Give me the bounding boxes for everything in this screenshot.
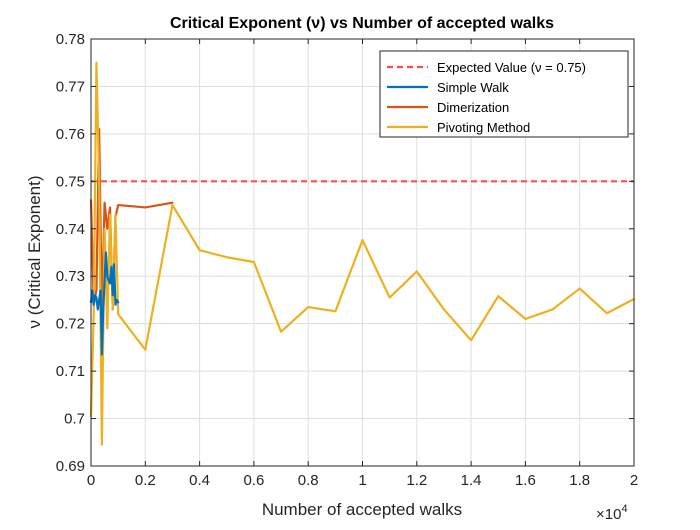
x-tick-label: 1.8	[569, 472, 590, 489]
y-tick-label: 0.71	[56, 363, 85, 380]
legend-label-pivoting-method: Pivoting Method	[437, 120, 530, 135]
x-tick-label: 2	[630, 472, 638, 489]
y-tick-label: 0.76	[56, 126, 85, 143]
legend-entries: Expected Value (ν = 0.75) Simple Walk Dime…	[387, 60, 586, 135]
x-tick-label: 0.6	[243, 472, 264, 489]
series-line-pivoting-method	[89, 61, 636, 446]
x-tick-label: 1.2	[406, 472, 427, 489]
x-axis-label: Number of accepted walks	[262, 500, 462, 519]
y-tick-label: 0.7	[64, 411, 85, 428]
ticks: 0 0.2 0.4 0.6 0.8 1 1.2 1.4 1.6 1.8 2 0.69 0.7 0.71 0.…	[56, 31, 638, 489]
legend-label-simple-walk: Simple Walk	[437, 80, 509, 95]
x-tick-label: 1.6	[515, 472, 536, 489]
legend-label-expected-value-0-75: Expected Value (ν = 0.75)	[437, 60, 586, 75]
x-axis-exponent-base: ×10	[596, 506, 621, 523]
legend: Expected Value (ν = 0.75) Simple Walk Dime…	[379, 50, 629, 138]
y-tick-label: 0.77	[56, 78, 85, 95]
y-tick-label: 0.75	[56, 173, 85, 190]
x-tick-label: 1.4	[461, 472, 482, 489]
legend-label-dimerization: Dimerization	[437, 100, 509, 115]
chart-title: Critical Exponent (ν) vs Number of accep…	[170, 15, 554, 32]
x-tick-label: 0	[87, 472, 95, 489]
legend-box	[379, 50, 629, 138]
x-tick-label: 1	[358, 472, 366, 489]
y-tick-label: 0.72	[56, 316, 85, 333]
x-tick-label: 0.8	[298, 472, 319, 489]
y-axis-label: ν (Critical Exponent)	[25, 175, 44, 328]
series-line-simple-walk	[89, 251, 120, 356]
y-tick-label: 0.74	[56, 221, 85, 238]
y-tick-label: 0.78	[56, 31, 85, 48]
x-axis-exponent: ×104	[596, 503, 628, 523]
y-tick-label: 0.73	[56, 268, 85, 285]
x-axis-exponent-power: 4	[621, 503, 627, 515]
x-tick-label: 0.4	[189, 472, 210, 489]
x-tick-label: 0.2	[135, 472, 156, 489]
series-layer	[89, 61, 636, 446]
y-tick-label: 0.69	[56, 458, 85, 475]
series-line-dimerization	[89, 128, 174, 316]
